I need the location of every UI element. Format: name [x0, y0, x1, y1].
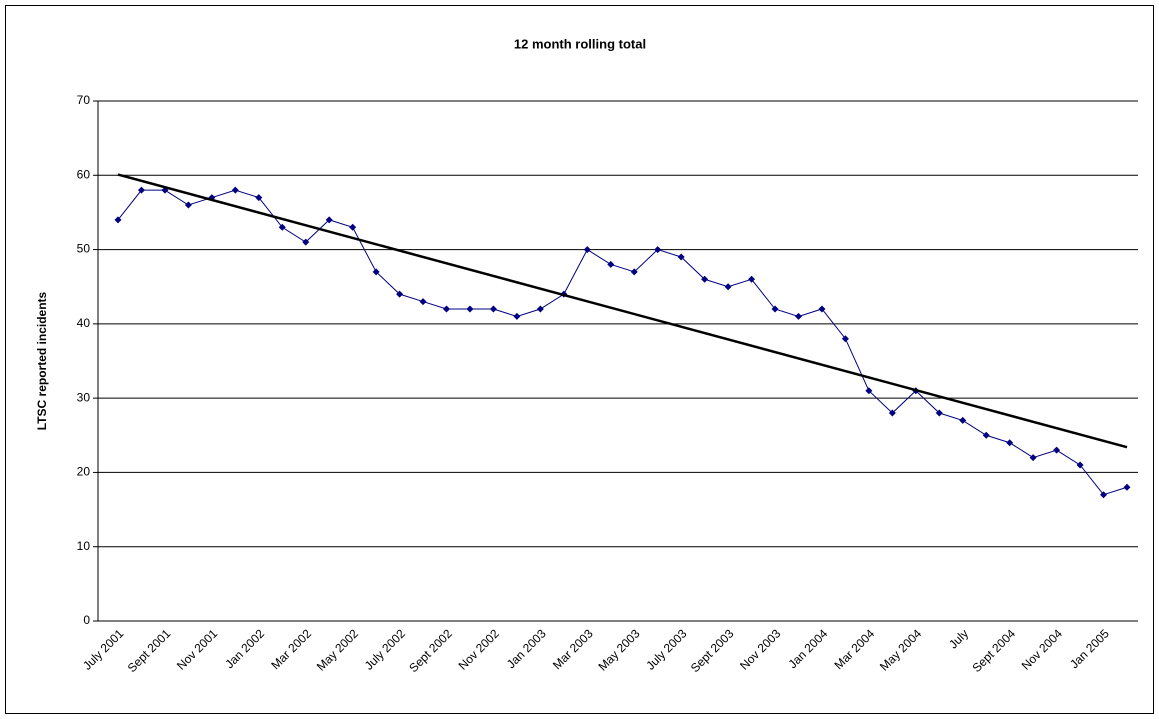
data-point	[818, 305, 826, 313]
data-point	[748, 275, 756, 283]
data-point	[302, 238, 310, 246]
chart-border	[5, 5, 1154, 714]
data-point	[630, 268, 638, 276]
data-point	[1006, 439, 1014, 447]
data-point	[982, 431, 990, 439]
data-point	[888, 409, 896, 417]
data-point	[654, 246, 662, 254]
data-point	[489, 305, 497, 313]
data-point	[325, 216, 333, 224]
data-point	[466, 305, 474, 313]
data-point	[724, 283, 732, 291]
data-point	[137, 186, 145, 194]
y-tick-label: 0	[83, 613, 90, 627]
data-point	[583, 246, 591, 254]
data-point	[184, 201, 192, 209]
data-point	[1100, 491, 1108, 499]
y-axis-title: LTSC reported incidents	[35, 291, 49, 430]
data-point	[841, 335, 849, 343]
y-tick-label: 30	[77, 390, 91, 404]
data-point	[349, 223, 357, 231]
data-point	[935, 409, 943, 417]
data-point	[278, 223, 286, 231]
trendline	[117, 173, 1128, 449]
data-point	[536, 305, 544, 313]
data-point	[607, 260, 615, 268]
data-point	[1076, 461, 1084, 469]
data-point	[701, 275, 709, 283]
data-point	[677, 253, 685, 261]
data-point	[114, 216, 122, 224]
y-tick-label: 20	[77, 465, 91, 479]
data-line	[117, 189, 1128, 496]
data-point	[794, 312, 802, 320]
y-tick-label: 10	[77, 539, 91, 553]
y-tick-label: 50	[77, 242, 91, 256]
chart-title: 12 month rolling total	[514, 36, 646, 51]
data-point	[1123, 483, 1131, 491]
data-point	[255, 194, 263, 202]
data-point	[959, 416, 967, 424]
data-point	[1053, 446, 1061, 454]
data-point	[231, 186, 239, 194]
data-point	[865, 387, 873, 395]
y-tick-label: 40	[77, 316, 91, 330]
data-point	[396, 290, 404, 298]
data-point	[419, 298, 427, 306]
y-tick-label: 70	[77, 93, 91, 107]
y-tick-label: 60	[77, 167, 91, 181]
data-point	[513, 312, 521, 320]
data-point	[372, 268, 380, 276]
data-point	[771, 305, 779, 313]
data-point	[1029, 454, 1037, 462]
data-point	[443, 305, 451, 313]
